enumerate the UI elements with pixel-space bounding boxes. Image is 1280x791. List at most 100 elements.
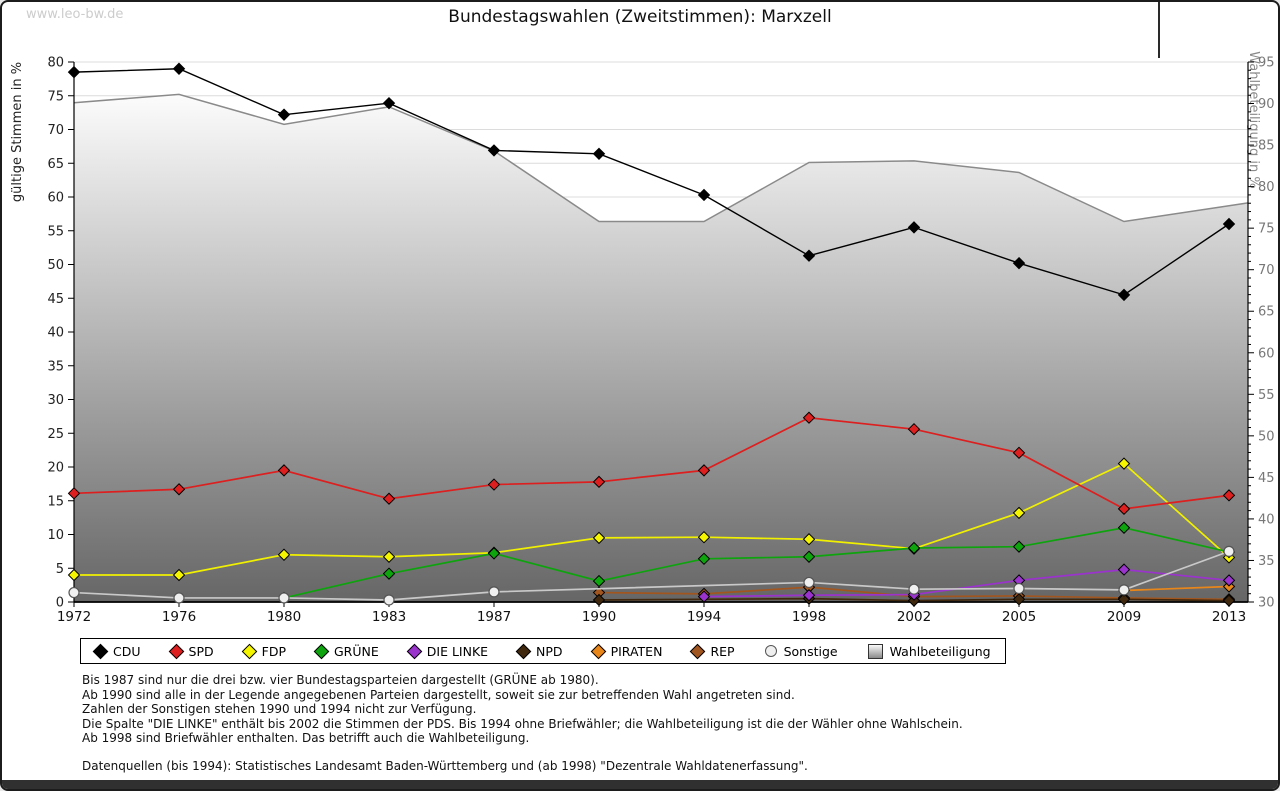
left-axis-tick-label: 10 (47, 528, 64, 543)
legend-item-cdu: CDU (92, 643, 141, 659)
right-axis-tick-label: 65 (1258, 305, 1275, 320)
legend-marker-diamond-icon (690, 643, 706, 659)
left-axis-tick-label: 65 (47, 157, 64, 172)
right-axis-tick-label: 90 (1258, 97, 1275, 112)
data-point (382, 96, 396, 110)
legend-label: CDU (113, 643, 141, 659)
x-axis-year-label: 1987 (477, 609, 511, 625)
top-right-frame-line (1158, 2, 1160, 58)
data-point (488, 586, 500, 598)
left-axis-tick-label: 75 (47, 89, 64, 104)
data-point (802, 589, 816, 602)
right-axis-tick-label: 80 (1258, 180, 1275, 195)
left-axis-tick-label: 45 (47, 292, 64, 307)
watermark: www.leo-bw.de (26, 7, 124, 22)
legend-marker-diamond-icon (406, 643, 423, 659)
legend-label: SPD (188, 643, 214, 659)
data-point (908, 583, 920, 595)
data-point (382, 492, 396, 505)
left-axis-tick-label: 55 (47, 224, 64, 239)
x-axis-year-label: 1980 (267, 609, 301, 625)
right-axis-tick-label: 30 (1258, 596, 1275, 611)
turnout-line (73, 93, 1249, 223)
legend-marker-circle-icon (764, 645, 777, 657)
data-point (1118, 584, 1130, 596)
data-point (382, 567, 396, 580)
data-point (67, 65, 81, 79)
data-point (1117, 521, 1131, 534)
data-point (277, 464, 291, 477)
data-point (1222, 217, 1236, 231)
turnout-area (74, 94, 1248, 603)
left-axis-tick-label: 80 (47, 56, 64, 71)
data-point (1117, 563, 1131, 576)
data-point (1222, 594, 1236, 607)
left-axis-tick-label: 70 (47, 123, 64, 138)
legend-item-wahlbeteiligung: Wahlbeteiligung (867, 643, 991, 659)
data-point (382, 550, 396, 563)
right-axis-tick-label: 35 (1258, 554, 1275, 569)
data-point (277, 108, 291, 121)
data-point (1012, 256, 1026, 270)
footnote-line: Die Spalte "DIE LINKE" enthält bis 2002 … (82, 716, 963, 731)
footnote-line: Bis 1987 sind nur die drei bzw. vier Bun… (82, 673, 599, 687)
data-point (1012, 593, 1026, 606)
left-axis-tick-label: 0 (56, 596, 64, 611)
series-sonstige (68, 545, 1235, 606)
legend-marker-diamond-icon (241, 643, 257, 659)
bottom-bar (2, 780, 1278, 789)
right-axis-tick-label: 55 (1258, 388, 1275, 403)
x-axis-year-label: 1972 (57, 609, 91, 625)
data-point (592, 593, 606, 607)
data-point (67, 487, 81, 500)
data-point (592, 475, 606, 489)
data-point (1117, 593, 1131, 606)
legend-item-rep: REP (690, 643, 735, 659)
data-point (1013, 582, 1025, 595)
left-axis-tick-label: 30 (47, 393, 64, 408)
data-point (1117, 288, 1131, 302)
legend-marker-diamond-icon (313, 643, 330, 659)
left-axis-tick-label: 5 (56, 562, 64, 577)
legend-label: FDP (261, 643, 286, 659)
x-axis-year-label: 1976 (162, 609, 196, 625)
data-point (592, 574, 606, 588)
footnote-line: Ab 1990 sind alle in der Legende angegeb… (82, 687, 795, 702)
left-axis-tick-label: 25 (47, 427, 64, 442)
left-axis-tick-label: 20 (47, 461, 64, 476)
x-axis-year-label: 1998 (792, 609, 826, 625)
data-point (1222, 574, 1236, 587)
data-point (487, 478, 501, 491)
footnotes: Bis 1987 sind nur die drei bzw. vier Bun… (82, 673, 963, 746)
legend: CDU SPD FDP GRÜNE DIE LINKE NPD PIRATEN REP Sons… (80, 638, 1006, 664)
x-axis-year-label: 1994 (687, 609, 721, 625)
footnote-line: Zahlen der Sonstigen stehen 1990 und 199… (82, 702, 477, 717)
series-cdu (67, 62, 1236, 302)
left-axis-tick-label: 50 (47, 258, 64, 273)
data-point (697, 530, 711, 544)
right-axis-tick-label: 70 (1258, 263, 1275, 278)
series-die-linke (697, 563, 1236, 603)
data-point (802, 550, 816, 563)
right-axis-tick-label: 40 (1258, 512, 1275, 527)
x-axis-year-label: 2005 (1002, 609, 1036, 625)
x-axis-year-label: 2013 (1212, 609, 1246, 625)
left-axis-tick-label: 15 (47, 494, 64, 509)
left-axis-tick-label: 60 (47, 191, 64, 206)
legend-label: GRÜNE (333, 643, 379, 659)
data-point (1012, 540, 1026, 553)
legend-label: NPD (536, 643, 563, 659)
right-axis-tick-label: 95 (1258, 56, 1275, 71)
line-chart: 0 5 10 15 20 25 30 35 40 45 50 55 60 65 70 75 80 30 35 40 45… (47, 56, 1275, 626)
data-point (907, 422, 921, 436)
data-point (802, 249, 816, 262)
right-axis-tick-label: 75 (1258, 222, 1275, 237)
legend-label: PIRATEN (610, 643, 663, 659)
data-point (172, 62, 186, 75)
right-axis-tick-label: 50 (1258, 429, 1275, 444)
data-point (697, 188, 711, 202)
data-point (1117, 502, 1131, 516)
data-point (802, 533, 816, 546)
data-point (172, 483, 186, 496)
